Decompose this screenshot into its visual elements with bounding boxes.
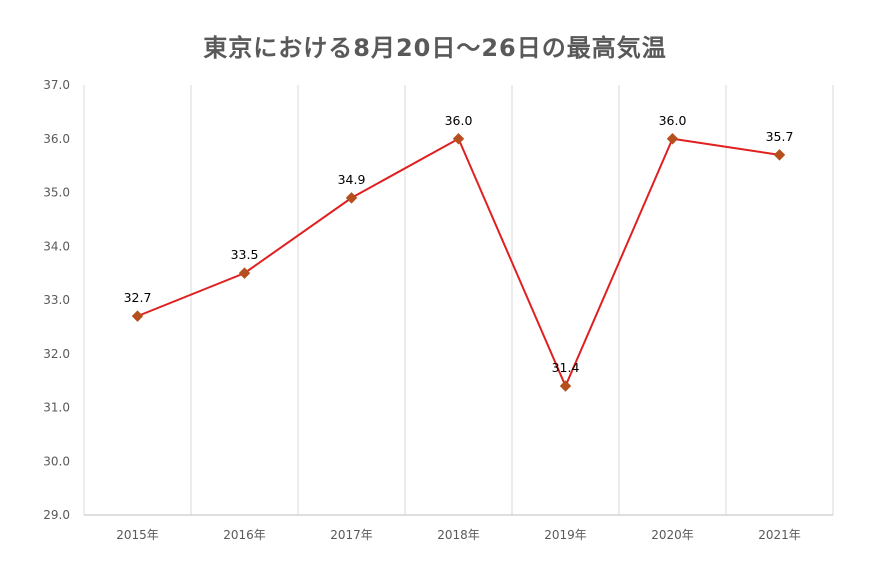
data-point-marker: [345, 192, 358, 204]
y-tick-label: 33.0: [43, 293, 70, 307]
x-tick-label: 2015年: [116, 528, 159, 542]
series-line: [137, 137, 780, 389]
data-label: 34.9: [338, 172, 366, 187]
data-point-marker: [452, 133, 465, 145]
y-tick-label: 31.0: [43, 401, 70, 415]
data-label: 33.5: [231, 247, 259, 262]
data-label: 36.0: [659, 113, 687, 128]
y-tick-label: 29.0: [43, 508, 70, 522]
y-tick-label: 32.0: [43, 347, 70, 361]
data-point-marker: [559, 380, 572, 392]
y-tick-label: 34.0: [43, 239, 70, 253]
x-tick-label: 2019年: [544, 528, 587, 542]
data-point-marker: [238, 267, 251, 279]
y-tick-label: 35.0: [43, 186, 70, 200]
x-tick-label: 2020年: [651, 528, 694, 542]
data-label: 35.7: [766, 129, 794, 144]
y-tick-label: 37.0: [43, 78, 70, 92]
data-point-marker: [773, 149, 786, 161]
x-tick-label: 2016年: [223, 528, 266, 542]
x-tick-label: 2021年: [758, 528, 801, 542]
y-tick-label: 36.0: [43, 132, 70, 146]
data-label: 32.7: [124, 290, 152, 305]
data-label: 36.0: [445, 113, 473, 128]
x-tick-label: 2017年: [330, 528, 373, 542]
data-label: 31.4: [552, 360, 580, 375]
x-tick-label: 2018年: [437, 528, 480, 542]
data-point-marker: [131, 310, 144, 322]
data-point-marker: [666, 133, 679, 145]
chart-title: 東京における8月20日～26日の最高気温: [203, 34, 667, 62]
y-tick-label: 30.0: [43, 454, 70, 468]
